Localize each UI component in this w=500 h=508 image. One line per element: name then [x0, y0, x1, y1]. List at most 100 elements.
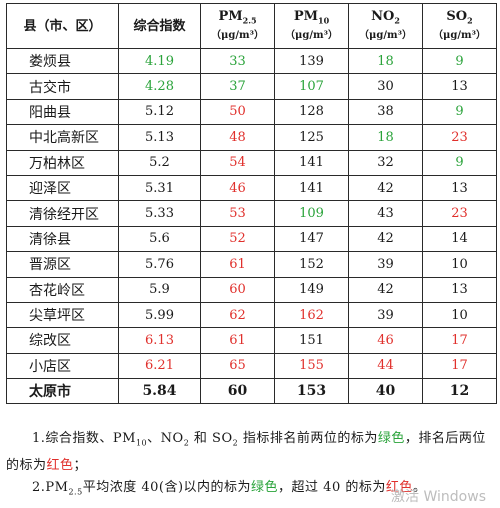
note-1-sub: 10	[135, 438, 148, 448]
cell-pm25: 46	[200, 174, 275, 202]
header-so2-sub: 2	[467, 15, 473, 26]
header-no2-sub: 2	[394, 15, 400, 26]
cell-pm25: 61	[200, 327, 275, 354]
table-row: 古交市 4.28 37 107 30 13	[6, 73, 497, 100]
cell-so2: 10	[422, 251, 497, 278]
county-name: 清徐经开区	[6, 200, 119, 227]
header-no2-label: NO	[371, 8, 395, 24]
cell-index: 5.99	[118, 301, 201, 329]
note-2-part-c: ，超过 40 的标为	[278, 479, 386, 495]
cell-pm25: 61	[200, 251, 275, 278]
county-name: 晋源区	[6, 251, 119, 278]
header-so2-unit: （μg/m³）	[433, 30, 486, 42]
cell-no2: 32	[348, 149, 423, 176]
note-2: 2.PM2.5平均浓度 40(含)以内的标为绿色，超过 40 的标为红色。	[6, 477, 494, 504]
county-name: 尖草坪区	[6, 301, 119, 329]
table-row: 综改区 6.13 61 151 46 17	[6, 327, 497, 354]
air-quality-table-container: 县（市、区） 综合指数 PM 2.5 （μg/m³） PM10 （μg/m³） N…	[6, 3, 497, 405]
cell-so2: 9	[422, 47, 497, 75]
cell-pm25: 53	[200, 200, 275, 227]
cell-no2: 18	[348, 124, 423, 151]
note-1-red: 红色	[46, 457, 74, 473]
cell-pm10: 125	[274, 124, 349, 151]
table-row: 阳曲县 5.12 50 128 38 9	[6, 98, 497, 126]
total-pm10: 153	[274, 378, 349, 405]
note-1-part-f: ；	[73, 457, 88, 473]
cell-so2: 10	[422, 301, 497, 329]
cell-pm10: 141	[274, 149, 349, 176]
cell-so2: 17	[422, 352, 497, 380]
note-2-part-d: 。	[412, 479, 427, 495]
cell-no2: 39	[348, 251, 423, 278]
cell-no2: 42	[348, 174, 423, 202]
county-name: 万柏林区	[6, 149, 119, 176]
cell-pm25: 33	[200, 47, 275, 75]
cell-index: 5.76	[118, 251, 201, 278]
cell-index: 6.21	[118, 352, 201, 380]
county-name: 综改区	[6, 327, 119, 354]
table-row: 清徐经开区 5.33 53 109 43 23	[6, 200, 497, 227]
cell-pm10: 128	[274, 98, 349, 126]
table-row: 迎泽区 5.31 46 141 42 13	[6, 174, 497, 202]
county-name: 古交市	[6, 73, 119, 100]
county-name: 中北高新区	[6, 124, 119, 151]
table-header-row: 县（市、区） 综合指数 PM 2.5 （μg/m³） PM10 （μg/m³） N…	[6, 3, 497, 49]
cell-pm10: 162	[274, 301, 349, 329]
total-index: 5.84	[118, 378, 201, 405]
note-2-red: 红色	[385, 479, 413, 495]
cell-so2: 13	[422, 174, 497, 202]
cell-so2: 23	[422, 124, 497, 151]
cell-so2: 14	[422, 225, 497, 253]
cell-pm25: 60	[200, 276, 275, 303]
note-1-sub2: 2	[183, 438, 190, 448]
cell-pm10: 109	[274, 200, 349, 227]
table-row-total: 太原市 5.84 60 153 40 12	[6, 378, 497, 405]
header-pm10: PM10 （μg/m³）	[274, 3, 349, 49]
cell-so2: 9	[422, 98, 497, 126]
cell-pm10: 155	[274, 352, 349, 380]
cell-index: 5.6	[118, 225, 201, 253]
cell-pm25: 48	[200, 124, 275, 151]
note-1-sub3: 2	[232, 438, 239, 448]
note-2-part-b: 平均浓度 40(含)以内的标为	[82, 479, 252, 495]
county-name: 迎泽区	[6, 174, 119, 202]
cell-pm10: 141	[274, 174, 349, 202]
table-row: 杏花岭区 5.9 60 149 42 13	[6, 276, 497, 303]
cell-pm10: 152	[274, 251, 349, 278]
header-county: 县（市、区）	[6, 3, 119, 49]
county-name: 阳曲县	[6, 98, 119, 126]
cell-pm25: 37	[200, 73, 275, 100]
header-pm10-sub: 10	[318, 15, 330, 26]
cell-so2: 13	[422, 276, 497, 303]
table-row: 小店区 6.21 65 155 44 17	[6, 352, 497, 380]
cell-index: 5.12	[118, 98, 201, 126]
cell-index: 5.9	[118, 276, 201, 303]
header-no2: NO2 （μg/m³）	[348, 3, 423, 49]
cell-no2: 43	[348, 200, 423, 227]
header-index: 综合指数	[118, 3, 201, 49]
cell-index: 5.2	[118, 149, 201, 176]
cell-index: 5.31	[118, 174, 201, 202]
cell-no2: 39	[348, 301, 423, 329]
air-quality-table: 县（市、区） 综合指数 PM 2.5 （μg/m³） PM10 （μg/m³） N…	[6, 3, 497, 405]
table-row: 中北高新区 5.13 48 125 18 23	[6, 124, 497, 151]
county-name: 娄烦县	[6, 47, 119, 75]
cell-no2: 42	[348, 276, 423, 303]
header-pm10-label: PM	[293, 8, 319, 24]
cell-pm25: 50	[200, 98, 275, 126]
note-2-part-a: 2.PM	[32, 479, 69, 495]
cell-no2: 42	[348, 225, 423, 253]
county-name: 清徐县	[6, 225, 119, 253]
cell-no2: 38	[348, 98, 423, 126]
note-1-part-b: 、NO	[147, 431, 184, 446]
header-pm25-unit: （μg/m³）	[211, 30, 264, 42]
cell-pm10: 151	[274, 327, 349, 354]
windows-activation-watermark: 激活 Windows	[391, 489, 486, 505]
cell-no2: 46	[348, 327, 423, 354]
cell-so2: 23	[422, 200, 497, 227]
note-1-part-d: 指标排名前两位的标为	[238, 431, 378, 446]
header-pm25-sub: 2.5	[242, 15, 257, 26]
note-1-part-e: ，排名后两位的标为	[6, 431, 486, 473]
header-pm10-unit: （μg/m³）	[285, 30, 338, 42]
note-2-green: 绿色	[251, 479, 279, 495]
